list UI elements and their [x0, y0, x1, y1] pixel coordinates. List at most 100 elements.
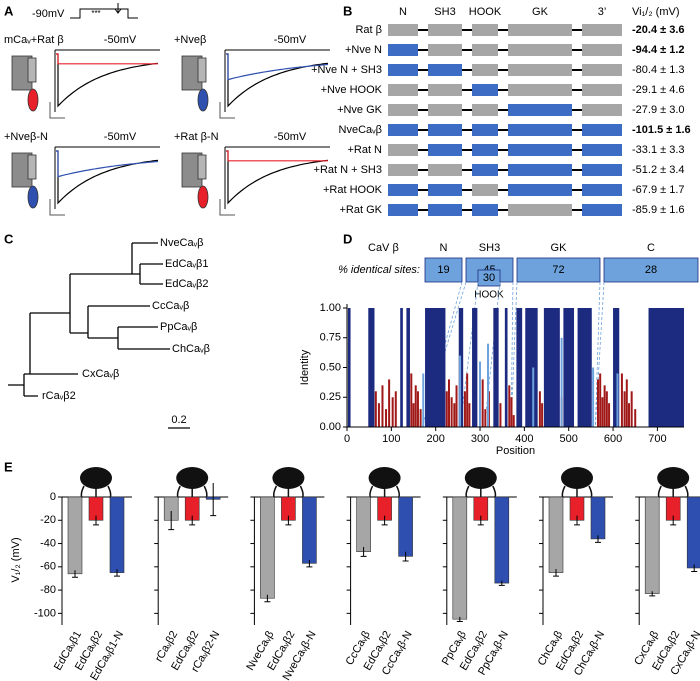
- error-bar: [189, 515, 196, 526]
- column-header: HOOK: [469, 6, 502, 18]
- identity-bar: [468, 403, 471, 427]
- domain-segment: [428, 24, 462, 36]
- domain-segment: [428, 204, 462, 216]
- identity-bar: [625, 379, 628, 427]
- identity-band: [472, 308, 478, 427]
- identity-bar: [394, 391, 397, 427]
- bar: [686, 496, 700, 569]
- bar: [260, 496, 275, 599]
- x-axis-label: Position: [496, 445, 535, 457]
- error-bar: [574, 515, 580, 526]
- domain-segment: [472, 184, 498, 196]
- domain-segment: [428, 104, 462, 116]
- recording-voltage: -50mV: [104, 34, 137, 46]
- y-tick-label: 0.00: [320, 421, 341, 433]
- bar: [356, 496, 371, 552]
- construct-label: +Rat GK: [340, 204, 383, 216]
- bar: [452, 496, 468, 620]
- tree-leaf: CxCaᵥβ: [82, 368, 119, 380]
- domain-segment: [388, 44, 418, 56]
- v-half-value: -29.1 ± 4.6: [632, 84, 685, 96]
- bar: [302, 496, 317, 564]
- identity-bar: [603, 385, 606, 427]
- domain-segment: [388, 24, 418, 36]
- identity-band: [613, 308, 620, 427]
- identity-bar: [538, 391, 541, 427]
- error-bar: [691, 564, 698, 572]
- domain-segment: [472, 124, 498, 136]
- channel-icon: [27, 154, 37, 180]
- domain-segment: [472, 144, 498, 156]
- domain-segment: [582, 124, 622, 136]
- identity-band: [347, 308, 351, 427]
- trace-black: [56, 53, 159, 108]
- v-half-value: -101.5 ± 1.6: [632, 124, 691, 136]
- domain-segment: [472, 104, 498, 116]
- organism-silhouette: [464, 467, 497, 489]
- domain-identity: 72: [552, 264, 564, 276]
- identity-bar: [484, 409, 487, 427]
- organism-silhouette: [176, 467, 209, 489]
- y-tick-label: 0: [50, 491, 56, 503]
- identity-bar: [532, 367, 535, 427]
- y-axis-label: V₁/₂ (mV): [10, 537, 22, 582]
- panel-letter: E: [4, 459, 13, 474]
- domain-segment: [582, 64, 622, 76]
- v-half-value: -67.9 ± 1.7: [632, 184, 685, 196]
- identity-bar: [628, 403, 631, 427]
- identity-band: [577, 308, 592, 427]
- identity-bar: [630, 391, 633, 427]
- recording-label: +Rat β-N: [174, 131, 219, 143]
- domain-segment: [508, 104, 572, 116]
- organism-silhouette: [561, 467, 593, 489]
- domain-segment: [508, 184, 572, 196]
- tree-leaf: EdCaᵥβ1: [165, 258, 209, 270]
- identity-bar: [616, 373, 619, 427]
- domain-name: GK: [551, 242, 568, 254]
- identity-bar: [412, 403, 415, 427]
- trace-frame: [54, 49, 160, 112]
- y-tick-label: -60: [40, 561, 56, 573]
- recording-label: +Nveβ-N: [4, 131, 48, 143]
- error-bar: [114, 569, 120, 577]
- hook-name: HOOK: [474, 290, 504, 301]
- domain-segment: [428, 144, 462, 156]
- domain-map-title: CaV β: [368, 242, 399, 254]
- domain-name: SH3: [479, 242, 500, 254]
- column-header: N: [399, 6, 407, 18]
- domain-segment: [472, 24, 498, 36]
- domain-segment: [428, 84, 462, 96]
- domain-segment: [428, 124, 462, 136]
- tree-leaf: CcCaᵥβ: [152, 300, 189, 312]
- domain-segment: [472, 84, 498, 96]
- recording-label: mCaᵥ+Rat β: [4, 34, 64, 46]
- column-header: SH3: [434, 6, 455, 18]
- error-bar: [306, 559, 313, 568]
- organism-silhouette: [368, 467, 401, 489]
- protocol-label: -90mV: [32, 8, 65, 20]
- domain-segment: [428, 184, 462, 196]
- domain-segment: [428, 64, 462, 76]
- identity-bar: [510, 397, 513, 427]
- error-bar: [402, 551, 409, 562]
- identity-band: [504, 308, 508, 427]
- identity-bar: [445, 391, 448, 427]
- tree-leaf: PpCaᵥβ: [160, 321, 197, 333]
- domain-segment: [508, 84, 572, 96]
- trace-black: [226, 53, 329, 108]
- identity-bar: [608, 403, 611, 427]
- column-header: GK: [532, 6, 549, 18]
- domain-identity: 28: [645, 264, 657, 276]
- beta-subunit-icon: [27, 88, 39, 112]
- trace-black: [56, 150, 159, 205]
- domain-guide: [594, 281, 605, 428]
- x-tick-label: 400: [515, 433, 533, 445]
- protocol-arrow: [114, 3, 122, 14]
- domain-segment: [582, 204, 622, 216]
- domain-segment: [388, 104, 418, 116]
- tree-branches: [8, 242, 170, 397]
- channel-icon: [197, 57, 207, 83]
- identity-bar: [466, 373, 469, 427]
- x-tick-label: 200: [427, 433, 445, 445]
